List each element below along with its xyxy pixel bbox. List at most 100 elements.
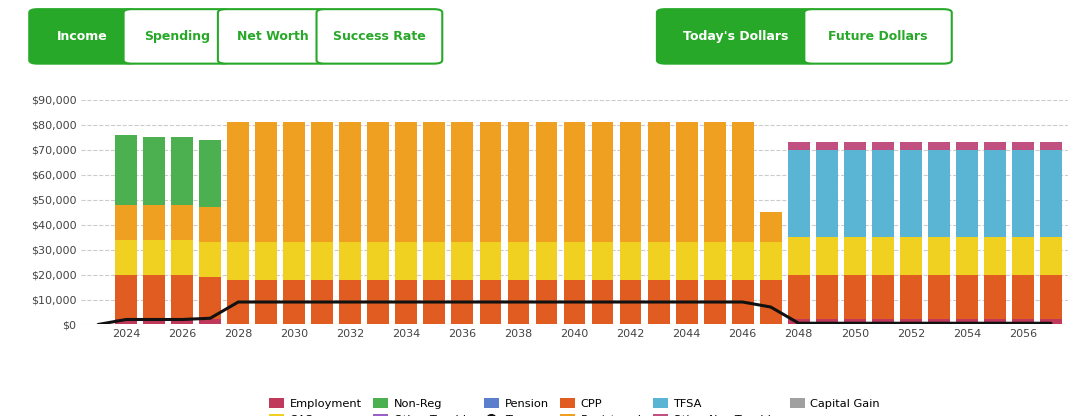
Bar	[115, 275, 137, 319]
Bar	[760, 280, 782, 324]
Bar	[396, 242, 417, 280]
Bar	[956, 237, 978, 275]
Bar	[872, 142, 893, 150]
Bar	[479, 122, 502, 242]
Bar	[843, 319, 866, 324]
Bar	[564, 242, 585, 280]
Bar	[256, 242, 278, 280]
Bar	[1012, 275, 1034, 319]
Bar	[171, 319, 193, 324]
Bar	[199, 207, 221, 242]
Bar	[956, 275, 978, 319]
Bar	[732, 280, 753, 324]
Bar	[872, 150, 893, 237]
Bar	[816, 150, 838, 237]
Bar	[788, 319, 810, 324]
Bar	[256, 280, 278, 324]
Bar	[367, 242, 389, 280]
Bar	[311, 242, 333, 280]
Bar	[1012, 150, 1034, 237]
Bar	[956, 142, 978, 150]
Bar	[171, 240, 193, 275]
Text: Future Dollars: Future Dollars	[828, 30, 928, 43]
Bar	[143, 205, 165, 240]
Bar	[396, 280, 417, 324]
Bar	[283, 122, 306, 242]
Bar	[956, 150, 978, 237]
Bar	[760, 242, 782, 280]
Bar	[843, 142, 866, 150]
Bar	[396, 122, 417, 242]
Bar	[479, 280, 502, 324]
Bar	[984, 142, 1006, 150]
Bar	[424, 122, 446, 242]
Bar	[816, 237, 838, 275]
Bar	[1040, 237, 1062, 275]
Bar	[143, 275, 165, 319]
Bar	[171, 275, 193, 319]
Bar	[788, 142, 810, 150]
Bar	[424, 242, 446, 280]
Bar	[143, 319, 165, 324]
Bar	[984, 150, 1006, 237]
Bar	[339, 122, 361, 242]
Bar	[760, 212, 782, 242]
Bar	[928, 150, 950, 237]
Bar	[816, 319, 838, 324]
Bar	[256, 122, 278, 242]
Bar	[367, 280, 389, 324]
Bar	[984, 275, 1006, 319]
Bar	[843, 275, 866, 319]
Bar	[228, 122, 249, 242]
Bar	[339, 242, 361, 280]
Bar	[367, 122, 389, 242]
Bar	[1040, 142, 1062, 150]
Bar	[228, 280, 249, 324]
Bar	[704, 280, 725, 324]
Bar	[984, 237, 1006, 275]
Bar	[620, 280, 642, 324]
Bar	[732, 122, 753, 242]
Bar	[535, 122, 557, 242]
Bar	[171, 205, 193, 240]
Bar	[115, 240, 137, 275]
Bar	[283, 242, 306, 280]
Bar	[620, 122, 642, 242]
Bar	[788, 275, 810, 319]
Bar	[592, 122, 614, 242]
Bar	[592, 242, 614, 280]
Bar	[675, 280, 697, 324]
Bar	[956, 319, 978, 324]
Bar	[199, 277, 221, 319]
Bar	[199, 242, 221, 277]
Bar	[564, 280, 585, 324]
Bar	[507, 242, 529, 280]
Bar	[816, 142, 838, 150]
Bar	[900, 319, 921, 324]
Bar	[535, 242, 557, 280]
Bar	[872, 319, 893, 324]
Bar	[900, 150, 921, 237]
Bar	[143, 240, 165, 275]
Bar	[592, 280, 614, 324]
Bar	[675, 242, 697, 280]
Bar	[339, 280, 361, 324]
Bar	[115, 319, 137, 324]
Bar	[228, 242, 249, 280]
Bar	[788, 150, 810, 237]
Text: Income: Income	[57, 30, 107, 43]
Bar	[199, 319, 221, 324]
Bar	[283, 280, 306, 324]
Bar	[171, 137, 193, 205]
Text: Today's Dollars: Today's Dollars	[683, 30, 789, 43]
Bar	[115, 135, 137, 205]
Bar	[872, 237, 893, 275]
Bar	[900, 142, 921, 150]
Bar	[647, 280, 670, 324]
Text: Success Rate: Success Rate	[333, 30, 426, 43]
Bar	[452, 280, 474, 324]
Bar	[311, 280, 333, 324]
Bar	[732, 242, 753, 280]
Bar	[704, 242, 725, 280]
Bar	[816, 275, 838, 319]
